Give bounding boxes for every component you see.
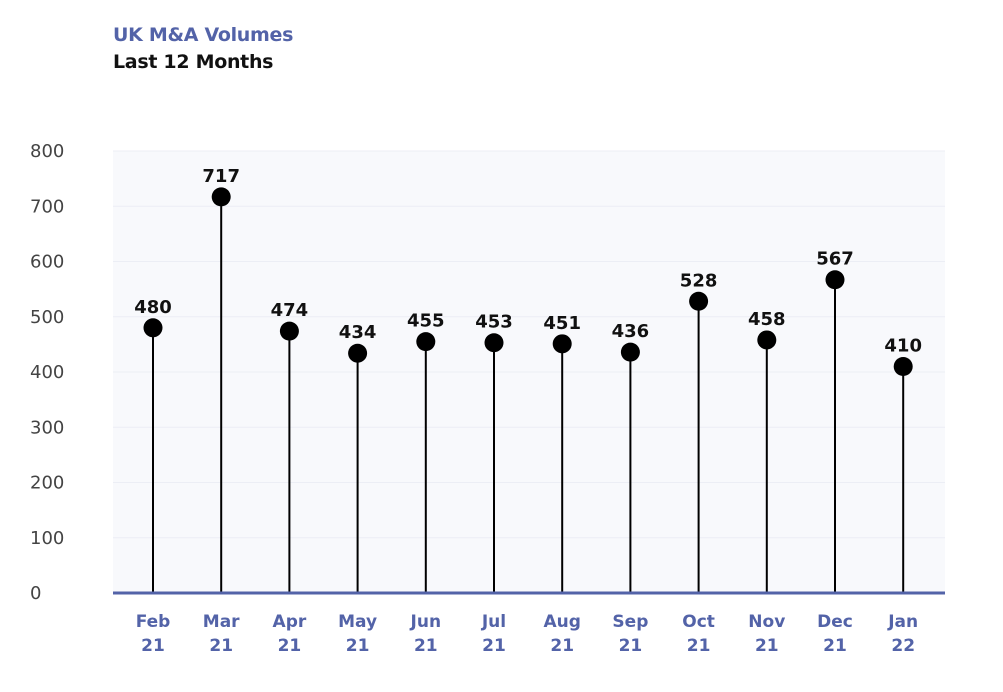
lollipop-marker bbox=[143, 318, 163, 338]
data-label: 434 bbox=[339, 322, 377, 343]
chart-subtitle: Last 12 Months bbox=[113, 51, 274, 73]
y-tick-label: 600 bbox=[30, 252, 64, 273]
lollipop-marker bbox=[757, 330, 777, 350]
y-tick-label: 800 bbox=[30, 141, 64, 162]
data-label: 458 bbox=[748, 309, 786, 330]
data-label: 480 bbox=[134, 297, 172, 318]
data-label: 410 bbox=[884, 335, 922, 356]
data-label: 717 bbox=[202, 166, 240, 187]
lollipop-marker bbox=[620, 342, 640, 362]
x-tick-label-year: 21 bbox=[619, 636, 643, 656]
x-tick-label-month: Sep bbox=[612, 612, 648, 632]
x-tick-label-year: 21 bbox=[414, 636, 438, 656]
x-tick-label-month: Mar bbox=[203, 612, 240, 632]
lollipop-marker bbox=[484, 333, 504, 353]
x-tick-label-month: Apr bbox=[273, 612, 307, 632]
x-tick-label-month: Aug bbox=[543, 612, 580, 632]
x-tick-label-year: 21 bbox=[823, 636, 847, 656]
x-tick-label-year: 21 bbox=[755, 636, 779, 656]
lollipop-marker bbox=[689, 291, 709, 311]
x-tick-label-month: Jul bbox=[481, 612, 506, 632]
x-tick-label-month: May bbox=[338, 612, 377, 632]
data-label: 528 bbox=[680, 270, 718, 291]
data-label: 453 bbox=[475, 312, 513, 333]
x-tick-label-month: Feb bbox=[136, 612, 171, 632]
x-tick-label-month: Nov bbox=[748, 612, 785, 632]
y-tick-label: 0 bbox=[30, 583, 41, 604]
lollipop-marker bbox=[825, 270, 845, 290]
x-tick-label-month: Oct bbox=[682, 612, 715, 632]
x-tick-label-month: Jun bbox=[410, 612, 442, 632]
data-label: 451 bbox=[543, 313, 581, 334]
data-label: 455 bbox=[407, 311, 445, 332]
x-tick-label-year: 21 bbox=[687, 636, 711, 656]
y-tick-label: 300 bbox=[30, 417, 64, 438]
x-tick-label-year: 22 bbox=[891, 636, 915, 656]
x-tick-label-year: 21 bbox=[278, 636, 302, 656]
data-label: 567 bbox=[816, 249, 854, 270]
x-tick-label-year: 21 bbox=[209, 636, 233, 656]
lollipop-marker bbox=[416, 332, 436, 352]
lollipop-marker bbox=[893, 356, 913, 376]
x-tick-label-year: 21 bbox=[141, 636, 165, 656]
lollipop-marker bbox=[348, 343, 368, 363]
y-tick-label: 700 bbox=[30, 196, 64, 217]
y-tick-label: 400 bbox=[30, 362, 64, 383]
x-tick-label-year: 21 bbox=[346, 636, 370, 656]
lollipop-marker bbox=[211, 187, 231, 207]
x-tick-label-month: Dec bbox=[817, 612, 853, 632]
chart-title: UK M&A Volumes bbox=[113, 24, 294, 46]
y-tick-label: 500 bbox=[30, 307, 64, 328]
lollipop-marker bbox=[552, 334, 572, 354]
data-label: 474 bbox=[271, 300, 309, 321]
y-tick-label: 200 bbox=[30, 473, 64, 494]
data-label: 436 bbox=[612, 321, 650, 342]
x-tick-label-year: 21 bbox=[550, 636, 574, 656]
x-tick-label-month: Jan bbox=[887, 612, 918, 632]
x-tick-label-year: 21 bbox=[482, 636, 506, 656]
y-tick-label: 100 bbox=[30, 528, 64, 549]
lollipop-marker bbox=[279, 321, 299, 341]
